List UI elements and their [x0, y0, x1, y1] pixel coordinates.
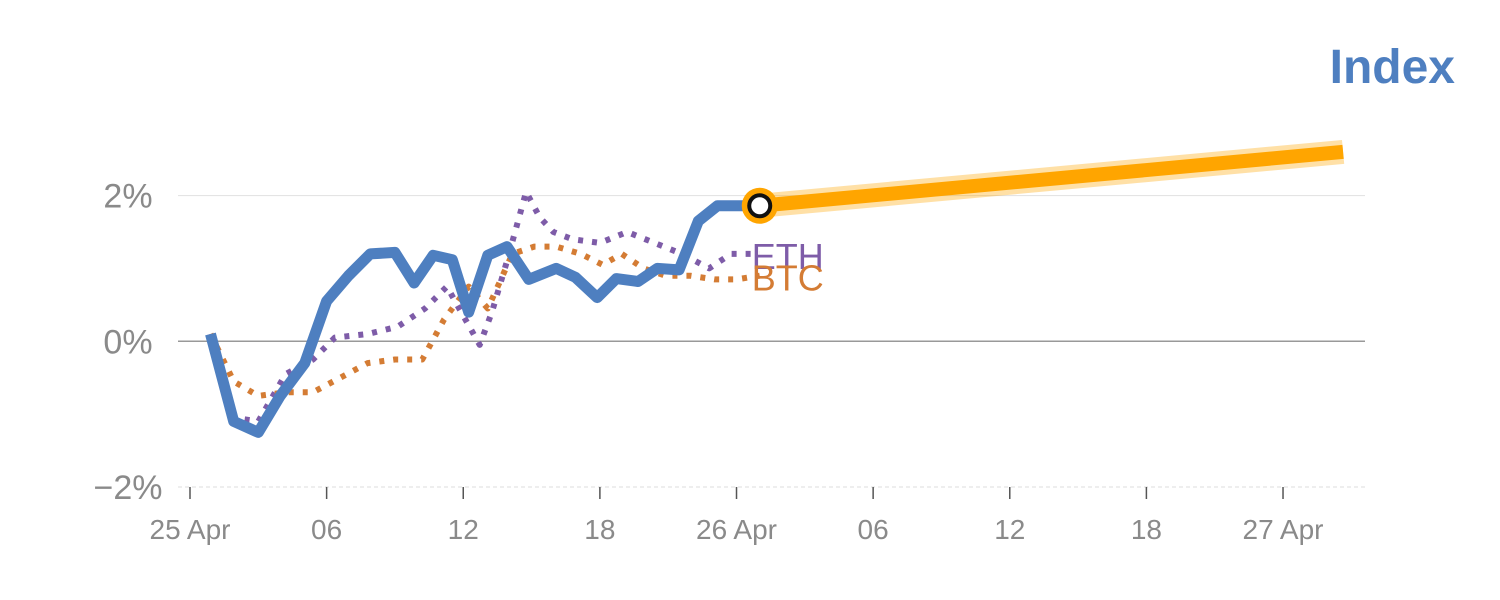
btc-series-label: BTC: [752, 258, 824, 299]
x-tick-label: 18: [584, 514, 615, 545]
marker-layer: [741, 187, 778, 224]
axis-layer: −2% 0% 2% 25 Apr 06 12 18 26 Apr 06 12 18 27 Apr: [94, 178, 1324, 545]
index-series-line: [205, 200, 760, 438]
y-tick-label: 2%: [103, 178, 152, 216]
index-legend-label: Index: [1330, 41, 1456, 94]
y-tick-label: 0%: [103, 323, 152, 361]
y-tick-label: −2%: [94, 469, 163, 507]
x-tick-label: 27 Apr: [1243, 514, 1324, 545]
highlight-marker-inner: [747, 193, 773, 219]
x-tick-label: 06: [858, 514, 889, 545]
x-tick-label: 25 Apr: [150, 514, 231, 545]
eth-series-label: ETH: [752, 236, 824, 277]
x-tick-label: 06: [311, 514, 342, 545]
forecast-line: [759, 144, 1344, 213]
x-tick-label: 18: [1131, 514, 1162, 545]
eth-series-line: [207, 188, 760, 425]
x-tick-label: 26 Apr: [696, 514, 777, 545]
x-tick-label: 12: [994, 514, 1025, 545]
series-layer: [205, 139, 1345, 438]
x-tick-label: 12: [448, 514, 479, 545]
